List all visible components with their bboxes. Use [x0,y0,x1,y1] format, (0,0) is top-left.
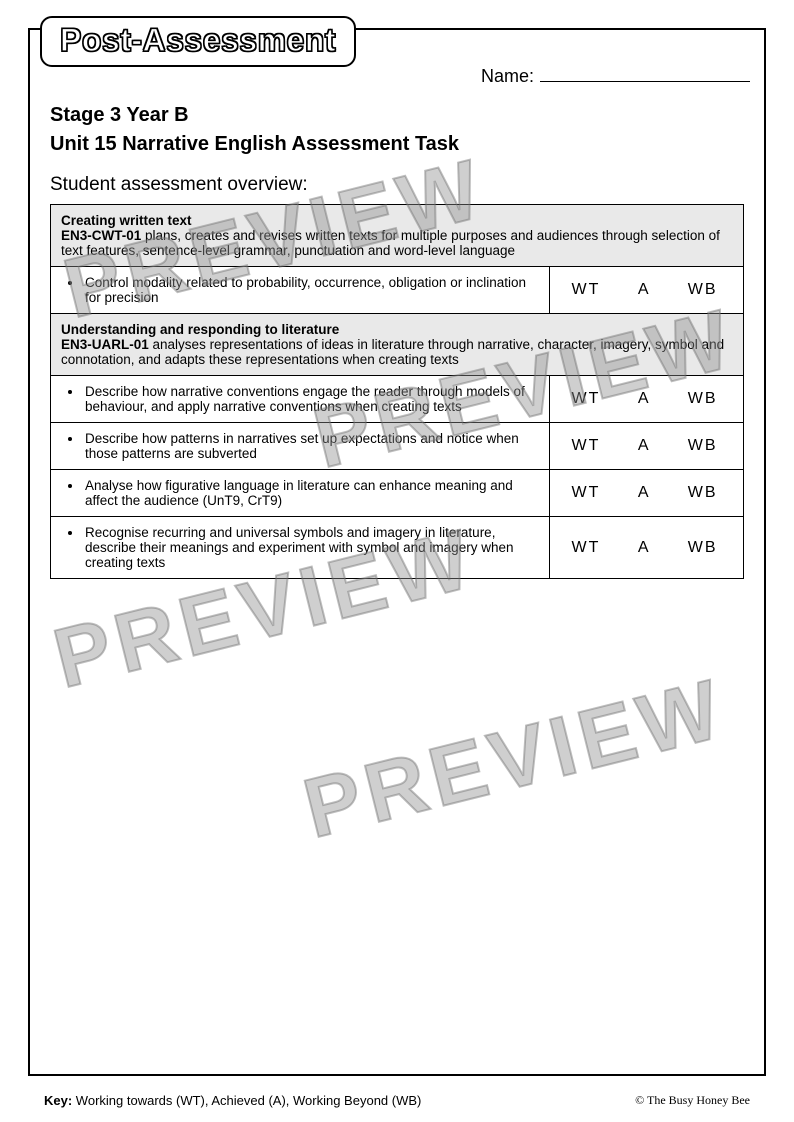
section2-criterion-1: Describe how patterns in narratives set … [83,431,539,461]
marks-cell: WT A WB [549,470,743,517]
mark-wb: WB [677,390,729,408]
mark-a: A [618,437,670,455]
mark-wt: WT [560,281,612,299]
name-underline[interactable] [540,64,750,82]
section2-criterion-row-0: Describe how narrative conventions engag… [51,376,744,423]
content-area: Stage 3 Year B Unit 15 Narrative English… [50,104,744,579]
section1-criterion-0: Control modality related to probability,… [83,275,539,305]
mark-a: A [618,281,670,299]
page-footer: Key: Working towards (WT), Achieved (A),… [44,1093,750,1108]
marks-cell: WT A WB [549,267,743,314]
section2-criterion-row-2: Analyse how figurative language in liter… [51,470,744,517]
section1-title: Creating written text [61,213,192,228]
section2-header: Understanding and responding to literatu… [51,314,744,376]
mark-wb: WB [677,281,729,299]
assessment-badge: Post-Assessment [40,16,356,67]
stage-heading: Stage 3 Year B [50,104,744,127]
rubric-table: Creating written text EN3-CWT-01 plans, … [50,204,744,579]
section1-desc: plans, creates and revises written texts… [61,228,720,258]
mark-wt: WT [560,484,612,502]
mark-a: A [618,390,670,408]
section1-header: Creating written text EN3-CWT-01 plans, … [51,205,744,267]
mark-wt: WT [560,437,612,455]
name-field: Name: [481,64,750,87]
mark-a: A [618,484,670,502]
key-label: Key: [44,1093,72,1108]
name-label: Name: [481,66,534,87]
mark-a: A [618,539,670,557]
section1-criterion-row: Control modality related to probability,… [51,267,744,314]
section1-code: EN3-CWT-01 [61,228,141,243]
footer-key: Key: Working towards (WT), Achieved (A),… [44,1093,421,1108]
mark-wt: WT [560,390,612,408]
marks-cell: WT A WB [549,423,743,470]
marks-cell: WT A WB [549,376,743,423]
section2-criterion-row-3: Recognise recurring and universal symbol… [51,517,744,579]
section2-desc: analyses representations of ideas in lit… [61,337,724,367]
section2-criterion-2: Analyse how figurative language in liter… [83,478,539,508]
mark-wb: WB [677,484,729,502]
section2-title: Understanding and responding to literatu… [61,322,339,337]
mark-wb: WB [677,539,729,557]
section2-criterion-0: Describe how narrative conventions engag… [83,384,539,414]
overview-label: Student assessment overview: [50,174,744,196]
marks-cell: WT A WB [549,517,743,579]
badge-text: Post-Assessment [60,22,336,58]
mark-wb: WB [677,437,729,455]
unit-heading: Unit 15 Narrative English Assessment Tas… [50,133,744,156]
section2-criterion-row-1: Describe how patterns in narratives set … [51,423,744,470]
mark-wt: WT [560,539,612,557]
key-text: Working towards (WT), Achieved (A), Work… [72,1093,421,1108]
section2-code: EN3-UARL-01 [61,337,149,352]
section2-criterion-3: Recognise recurring and universal symbol… [83,525,539,570]
footer-copyright: © The Busy Honey Bee [635,1093,750,1108]
